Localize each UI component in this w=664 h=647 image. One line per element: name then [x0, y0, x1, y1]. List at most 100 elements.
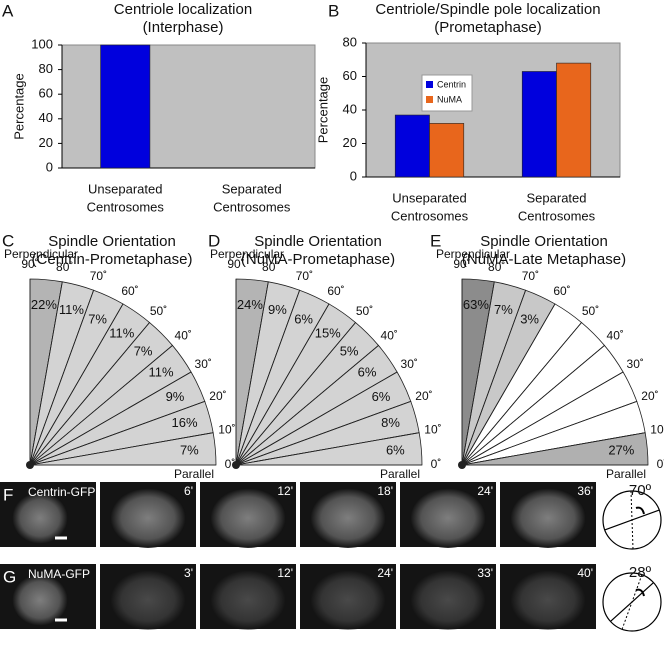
chart-subtitle: (Centrin-Prometaphase)	[32, 251, 193, 268]
bar	[521, 71, 557, 178]
value-label: 11%	[149, 365, 174, 380]
y-axis-label: Perpendicular	[4, 247, 78, 261]
x-tick-label: Unseparated	[392, 190, 466, 205]
angle-tick-label: 40˚	[381, 329, 398, 343]
value-label: 24%	[237, 297, 263, 312]
channel-label: NuMA-GFP	[28, 567, 90, 581]
angle-tick-label: 30˚	[195, 357, 212, 371]
angle-tick-label: 70˚	[522, 269, 539, 283]
reference-axis	[630, 491, 634, 549]
y-tick-label: 40	[343, 101, 357, 116]
panel-label: D	[208, 231, 220, 250]
radial-tick	[29, 322, 150, 466]
cell	[310, 570, 386, 630]
chart-title: Centriole/Spindle pole localization	[375, 1, 600, 18]
angle-tick-label: 70˚	[296, 269, 313, 283]
panel-label: G	[3, 567, 16, 586]
legend-label: Centrin	[437, 79, 466, 89]
value-label: 9%	[166, 389, 185, 404]
bar	[429, 123, 465, 178]
time-label: 24'	[377, 566, 393, 580]
time-label: 24'	[477, 484, 493, 498]
angle-tick-label: 90˚	[21, 257, 38, 271]
angle-tick-label: 80˚	[488, 260, 505, 274]
value-label: 16%	[171, 415, 197, 430]
angle-tick-label: 80˚	[262, 260, 279, 274]
y-tick-label: 80	[39, 61, 53, 76]
radial-tick	[29, 432, 214, 466]
chart-subtitle: (Interphase)	[143, 19, 224, 36]
time-label: 33'	[477, 566, 493, 580]
radial-tick	[235, 322, 356, 466]
radial-tick	[29, 371, 192, 466]
time-label: 3'	[184, 566, 193, 580]
value-label: 7%	[134, 343, 153, 358]
value-label: 7%	[88, 311, 107, 326]
angle-tick-label: 90˚	[227, 257, 244, 271]
y-axis-label: Percentage	[315, 77, 330, 144]
cell	[210, 570, 286, 630]
angle-tick-label: 70˚	[90, 269, 107, 283]
radial-tick	[461, 401, 637, 466]
radial-tick	[235, 303, 330, 466]
radial-tick	[29, 345, 173, 466]
radial-tick	[29, 290, 94, 466]
bar	[556, 62, 592, 178]
value-label: 6%	[294, 311, 313, 326]
radial-tick	[29, 303, 124, 466]
time-label: 12'	[277, 566, 293, 580]
angle-label: 28º	[629, 564, 652, 581]
time-label: 18'	[377, 484, 393, 498]
cell	[410, 570, 486, 630]
angle-arc	[635, 588, 645, 597]
value-label: 9%	[268, 302, 287, 317]
cell	[510, 488, 586, 548]
y-tick-label: 80	[343, 34, 357, 49]
angle-tick-label: 20˚	[209, 389, 226, 403]
x-tick-label: Centrosomes	[213, 199, 291, 214]
radial-tick	[461, 432, 646, 466]
y-tick-label: 0	[350, 168, 357, 183]
value-label: 63%	[463, 297, 489, 312]
angle-tick-label: 20˚	[415, 389, 432, 403]
cell	[210, 488, 286, 548]
angle-tick-label: 60˚	[553, 284, 570, 298]
y-tick-label: 20	[343, 135, 357, 150]
angle-tick-label: 60˚	[121, 284, 138, 298]
radial-tick	[461, 371, 624, 466]
x-axis-label: Parallel	[174, 467, 214, 481]
cell	[110, 488, 186, 548]
cell	[510, 570, 586, 630]
value-label: 6%	[358, 365, 377, 380]
radial-tick	[461, 303, 556, 466]
radial-tick	[461, 322, 582, 466]
value-label: 7%	[494, 302, 513, 317]
value-label: 8%	[381, 415, 400, 430]
chart-subtitle: (Prometaphase)	[434, 19, 542, 36]
y-tick-label: 60	[39, 86, 53, 101]
radial-tick	[461, 290, 526, 466]
y-tick-label: 0	[46, 159, 53, 174]
origin	[26, 461, 34, 469]
y-tick-label: 100	[31, 36, 53, 51]
angle-tick-label: 20˚	[641, 389, 658, 403]
radial-tick	[235, 281, 269, 466]
value-label: 11%	[59, 302, 84, 317]
radial-tick	[235, 345, 379, 466]
radial-tick	[461, 281, 495, 466]
value-label: 22%	[31, 297, 57, 312]
time-label: 12'	[277, 484, 293, 498]
angle-tick-label: 40˚	[607, 329, 624, 343]
chart-title: Centriole localization	[114, 1, 252, 18]
radial-tick	[29, 401, 205, 466]
angle-tick-label: 50˚	[150, 304, 167, 318]
angle-tick-label: 10˚	[218, 422, 235, 436]
value-label: 6%	[386, 442, 405, 457]
angle-tick-label: 80˚	[56, 260, 73, 274]
value-label: 11%	[109, 325, 134, 340]
angle-tick-label: 60˚	[327, 284, 344, 298]
chart-title: Spindle Orientation	[480, 233, 608, 250]
value-label: 5%	[340, 343, 359, 358]
y-axis-label: Percentage	[11, 73, 26, 140]
